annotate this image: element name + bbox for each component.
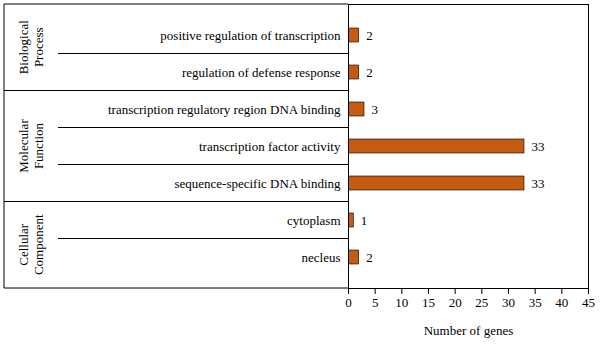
svg-text:positive regulation of transcr: positive regulation of transcription — [160, 28, 341, 43]
svg-text:CellularComponent: CellularComponent — [16, 214, 46, 275]
svg-text:35: 35 — [529, 295, 542, 310]
svg-text:transcription factor activity: transcription factor activity — [199, 139, 341, 154]
svg-text:2: 2 — [366, 28, 373, 43]
svg-text:regulation of defense response: regulation of defense response — [182, 65, 341, 80]
svg-text:3: 3 — [372, 102, 379, 117]
svg-text:40: 40 — [555, 295, 568, 310]
svg-text:MolecularFunction: MolecularFunction — [16, 119, 46, 173]
svg-text:cytoplasm: cytoplasm — [287, 213, 340, 228]
svg-text:Number of genes: Number of genes — [424, 323, 514, 338]
svg-text:transcription regulatory regio: transcription regulatory region DNA bind… — [108, 102, 341, 117]
svg-text:2: 2 — [366, 65, 373, 80]
svg-text:20: 20 — [449, 295, 462, 310]
svg-text:15: 15 — [422, 295, 435, 310]
svg-text:10: 10 — [395, 295, 408, 310]
svg-text:necleus: necleus — [302, 250, 341, 265]
svg-text:5: 5 — [372, 295, 379, 310]
svg-text:45: 45 — [582, 295, 595, 310]
svg-text:sequence-specific DNA binding: sequence-specific DNA binding — [174, 176, 341, 191]
svg-text:30: 30 — [502, 295, 515, 310]
svg-text:2: 2 — [366, 250, 373, 265]
svg-text:1: 1 — [361, 213, 368, 228]
svg-text:0: 0 — [345, 295, 352, 310]
svg-text:33: 33 — [532, 139, 545, 154]
svg-text:33: 33 — [532, 176, 545, 191]
svg-text:BiologicalProcess: BiologicalProcess — [16, 20, 46, 75]
svg-text:25: 25 — [475, 295, 488, 310]
